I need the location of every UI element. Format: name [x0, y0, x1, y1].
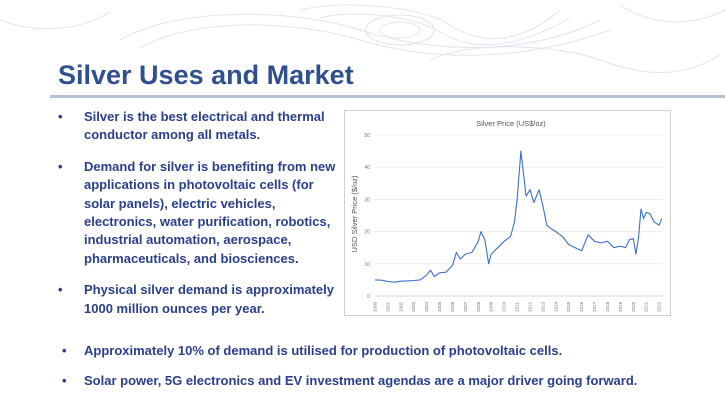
bullet-item: • Silver is the best electrical and ther…: [58, 108, 348, 145]
topographic-background-decoration: [0, 4, 725, 73]
bullet-dot-icon: •: [58, 158, 63, 174]
x-tick-label: 2001: [385, 301, 390, 312]
y-tick-label: 40: [364, 165, 370, 171]
y-tick-label: 0: [367, 294, 370, 300]
bullet-item: • Physical silver demand is approximatel…: [58, 281, 348, 318]
bullet-list: • Silver is the best electrical and ther…: [58, 108, 348, 331]
bullet-text: Solar power, 5G electronics and EV inves…: [84, 373, 638, 388]
chart-title: Silver Price (US$/oz): [476, 119, 546, 128]
bullet-dot-icon: •: [58, 109, 63, 124]
x-tick-label: 2002: [398, 301, 403, 312]
bullet-item: • Approximately 10% of demand is utilise…: [62, 342, 722, 360]
bullet-dot-icon: •: [62, 373, 67, 388]
bullet-text: Silver is the best electrical and therma…: [84, 109, 325, 143]
bullet-text: Demand for silver is benefiting from new…: [84, 158, 336, 266]
x-tick-label: 2009: [489, 301, 494, 312]
x-tick-label: 2012: [527, 301, 532, 312]
x-tick-label: 2005: [437, 301, 442, 312]
bottom-bullet-list: • Approximately 10% of demand is utilise…: [62, 342, 722, 402]
x-tick-label: 2003: [411, 301, 416, 312]
x-tick-label: 2006: [450, 301, 455, 312]
x-tick-label: 2019: [618, 301, 623, 312]
bullet-item: • Demand for silver is benefiting from n…: [58, 158, 348, 268]
x-tick-label: 2013: [540, 301, 545, 312]
x-tick-label: 2000: [373, 301, 378, 312]
x-tick-label: 2014: [553, 301, 558, 312]
chart-canvas: Silver Price (US$/oz) USD Silver Price (…: [350, 119, 663, 312]
bullet-text: Approximately 10% of demand is utilised …: [84, 343, 563, 358]
y-tick-label: 20: [364, 230, 370, 236]
silver-price-chart: Silver Price (US$/oz) USD Silver Price (…: [344, 110, 671, 316]
x-tick-label: 2004: [424, 301, 429, 312]
bullet-dot-icon: •: [62, 343, 67, 358]
bullet-dot-icon: •: [58, 282, 63, 298]
y-tick-label: 50: [364, 133, 370, 139]
chart-y-axis-label: USD Silver Price ($/oz): [350, 175, 359, 253]
x-tick-label: 2015: [566, 301, 571, 312]
y-tick-label: 10: [364, 262, 370, 268]
x-tick-label: 2020: [631, 301, 636, 312]
x-tick-label: 2016: [579, 301, 584, 312]
silver-price-series-line: [374, 150, 663, 283]
x-tick-label: 2008: [476, 301, 481, 312]
x-tick-label: 2018: [605, 301, 610, 312]
x-tick-label: 2010: [502, 301, 507, 312]
x-tick-label: 2011: [515, 302, 520, 312]
x-tick-label: 2021: [644, 301, 649, 312]
slide-title: Silver Uses and Market: [58, 60, 354, 90]
bullet-text: Physical silver demand is approximately …: [84, 282, 335, 316]
bullet-item: • Solar power, 5G electronics and EV inv…: [62, 372, 722, 390]
x-tick-label: 2007: [463, 301, 468, 312]
y-tick-label: 30: [364, 197, 370, 203]
title-underline: [50, 95, 725, 98]
x-tick-label: 2017: [592, 301, 597, 312]
x-tick-label: 2022: [657, 301, 662, 312]
